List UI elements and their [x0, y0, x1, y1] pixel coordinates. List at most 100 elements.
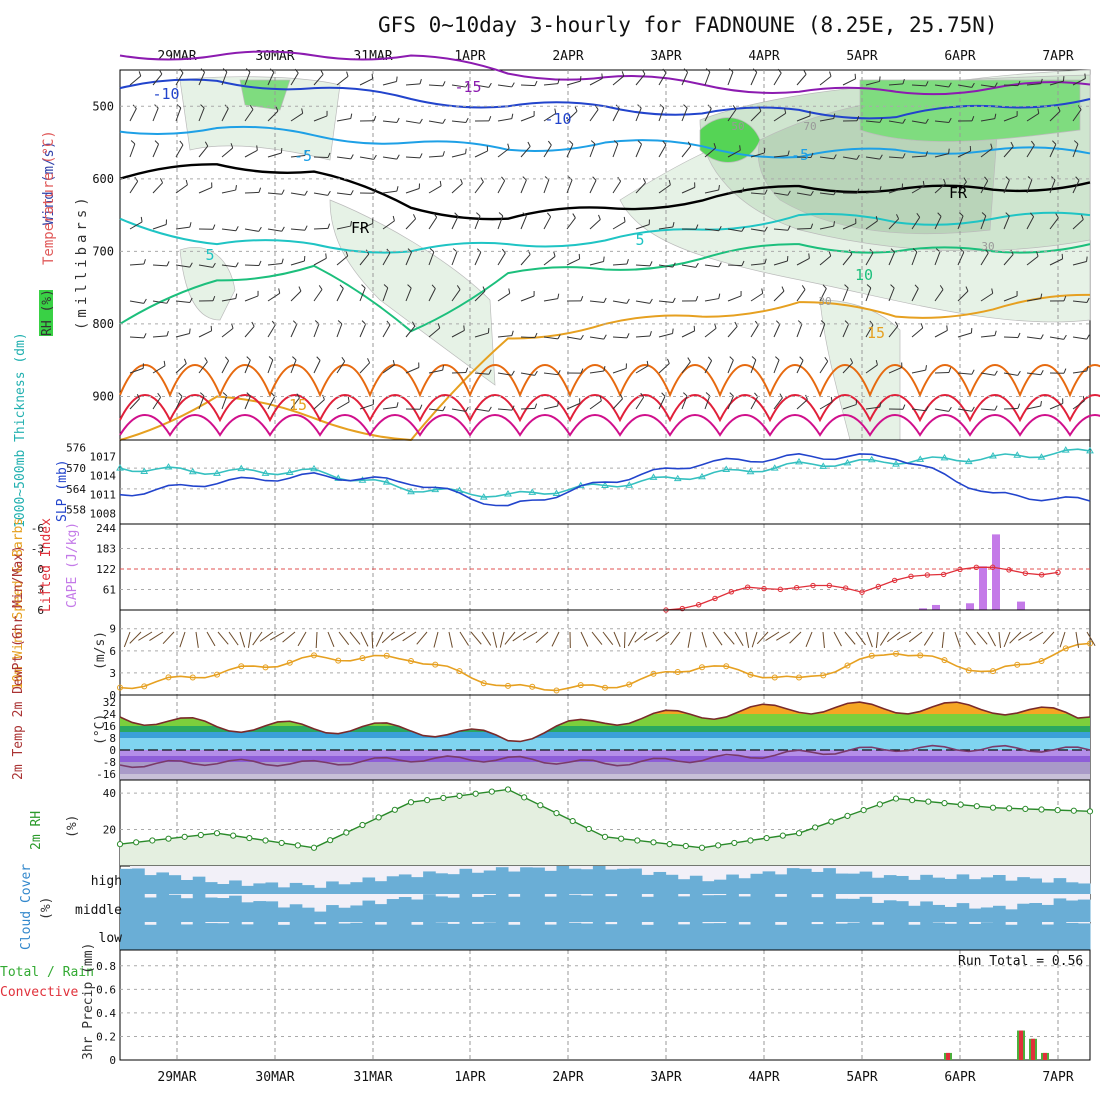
wind-barb [842, 223, 857, 230]
wind10-barb [908, 631, 923, 643]
bottom-date-label: 3APR [650, 1070, 681, 1085]
wind-barb-feather [316, 356, 321, 361]
wind-barb-feather [925, 118, 929, 124]
wind-barb-feather [991, 288, 994, 294]
wind-barb [589, 143, 596, 158]
wind-barb-feather [534, 80, 538, 86]
temp2m-tick: 0 [109, 744, 116, 757]
wind-barb [313, 115, 328, 122]
wind-barb [566, 402, 581, 410]
wind-barb-feather [258, 226, 262, 232]
cloud-bar-middle [217, 898, 230, 922]
wind-barb-feather [534, 403, 538, 409]
wind10-barb [591, 631, 603, 645]
wind10-barb [402, 631, 417, 642]
wind10-barb [613, 631, 621, 647]
wind-barb-feather [1017, 332, 1021, 338]
wind-barb [566, 217, 576, 230]
rh2m-point [375, 814, 382, 821]
wind-barb [681, 145, 692, 158]
cloud-bar-low [398, 922, 412, 950]
wind-barb-feather [844, 284, 849, 289]
upper-yticks: 500 600 700 800 900 [92, 99, 1090, 403]
wind10-point [214, 671, 220, 678]
cloud-bar-middle [301, 907, 315, 922]
cloud-bar-middle [1017, 903, 1030, 922]
wind-barb-feather [580, 368, 584, 374]
wind-barb-feather [981, 212, 987, 217]
wind-barb [336, 118, 351, 122]
wind-barb-feather [572, 213, 576, 219]
wind-barb [313, 227, 329, 230]
wind-barb [175, 396, 183, 410]
cloud-left-labels: Cloud Cover (%) [19, 864, 54, 950]
cloud-bar-middle [411, 899, 424, 922]
wind-barb [773, 154, 788, 158]
wind-barb-feather [511, 113, 514, 119]
cape-bar [919, 608, 927, 610]
wind-barb [1049, 80, 1064, 86]
wind-barb [865, 324, 874, 338]
wind-barb-feather [204, 357, 208, 363]
wind-barb [819, 361, 829, 374]
wind-barb [474, 290, 486, 302]
wind-barb [681, 186, 696, 194]
wind-barb-feather [946, 325, 948, 331]
cloud-bar-low [253, 922, 266, 950]
wind10-barb [776, 631, 791, 641]
wind-barb [796, 323, 803, 338]
wind-barb-feather [1063, 295, 1067, 301]
wind-barb-feather [948, 148, 950, 154]
wind-barb-feather [741, 260, 745, 266]
wind10-barb [259, 631, 274, 642]
wind-barb-feather [511, 405, 515, 411]
wind-barb [451, 183, 463, 194]
top-date-label: 7APR [1042, 49, 1073, 64]
cloud-bar-middle [156, 894, 169, 922]
wind-barb [221, 108, 229, 122]
cloud-bar-middle [265, 901, 279, 922]
wind-barb-feather [758, 106, 762, 112]
cloud-bar-high [702, 881, 715, 894]
wind-barb-feather [803, 69, 807, 75]
wind-barb [221, 360, 230, 374]
wind10-barb [896, 631, 912, 641]
wind-barb-feather [902, 78, 905, 85]
cloud-bar-middle [908, 905, 921, 922]
temp-band [120, 756, 1090, 762]
wind-barb [1049, 258, 1063, 266]
wind-barb [497, 408, 512, 411]
rh2m-panel: 40 20 [103, 786, 1094, 866]
wind10-barb [252, 631, 263, 646]
wind-barb-feather [189, 262, 193, 268]
wind-barb-feather [833, 154, 837, 160]
wind-barb [727, 191, 743, 194]
wind10-barb [1029, 631, 1044, 642]
cloud-bar-low [738, 924, 751, 950]
cloud-bar-high [217, 884, 230, 894]
wind-barb [1003, 115, 1018, 122]
cloud-bar-low [495, 922, 509, 950]
cloud-bar-high [980, 877, 994, 894]
wind10-barb [844, 631, 856, 645]
wind-barb-feather [200, 68, 205, 73]
wind-barb-feather [672, 222, 675, 228]
wind-barb [244, 149, 258, 158]
wind-barb-feather [775, 356, 780, 361]
cloud-bar-high [289, 882, 303, 894]
precip-convective-bar [1031, 1038, 1035, 1060]
wind-barb [865, 190, 880, 194]
wind-barb [704, 189, 719, 194]
thickness-point [407, 487, 415, 495]
wind-barb-feather [460, 178, 463, 184]
wind10-barb [504, 631, 516, 645]
rh2m-point [537, 802, 544, 809]
cloud-bar-low [811, 924, 824, 950]
wind-barb [911, 327, 924, 338]
wind-barb-feather [278, 288, 281, 294]
wind-barb-feather [212, 295, 216, 301]
precip-tick: 0.6 [96, 983, 116, 996]
wind10-point [893, 650, 899, 657]
cloud-bar-middle [495, 894, 509, 922]
wind-barb [727, 109, 737, 122]
